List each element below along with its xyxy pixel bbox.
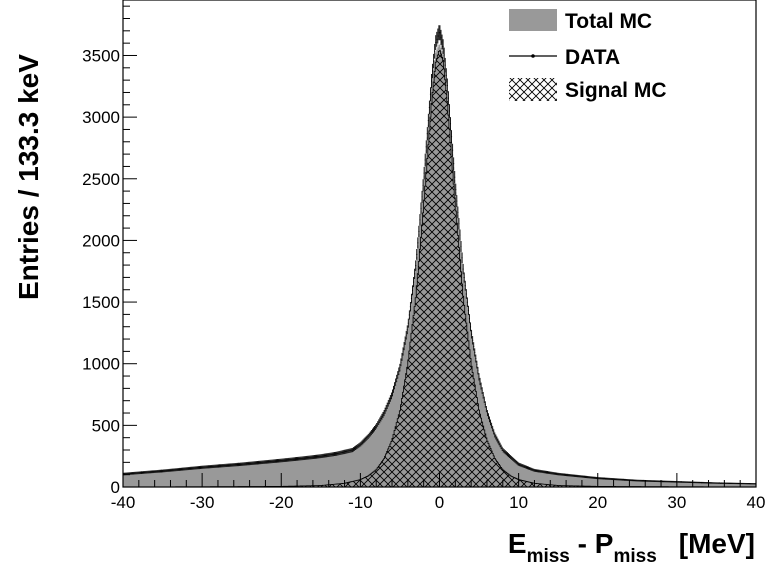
legend-swatch-total-mc	[509, 9, 557, 31]
y-tick-label: 2000	[82, 231, 120, 250]
x-axis-title-dash: -	[570, 528, 595, 559]
x-tick-label: -40	[111, 493, 136, 512]
y-tick-label: 1000	[82, 355, 120, 374]
legend-swatch-signal-mc	[509, 78, 557, 101]
legend-label-data: DATA	[565, 46, 620, 69]
legend-swatch-data-marker	[531, 54, 535, 58]
x-axis-title-unit: [MeV]	[679, 528, 755, 559]
signal-mc-histogram	[123, 50, 756, 487]
x-axis-title: Emiss - Pmiss [MeV]	[508, 528, 755, 567]
x-axis: -40 -30 -20 -10 0 10 20 30 40	[111, 473, 766, 512]
x-tick-label: 0	[435, 493, 444, 512]
x-tick-label: 10	[509, 493, 528, 512]
x-tick-label: 30	[667, 493, 686, 512]
x-tick-label: 20	[588, 493, 607, 512]
x-axis-title-e-sub: miss	[527, 546, 570, 567]
legend-label-total-mc: Total MC	[565, 10, 652, 33]
x-tick-label: -20	[269, 493, 294, 512]
y-tick-label: 0	[111, 478, 120, 497]
y-tick-label: 3500	[82, 46, 120, 65]
x-tick-label: -10	[348, 493, 373, 512]
x-axis-title-p: P	[595, 528, 614, 559]
x-tick-label: 40	[747, 493, 766, 512]
y-tick-label: 3000	[82, 108, 120, 127]
legend: Total MC DATA Signal MC	[509, 9, 667, 102]
x-axis-title-e: E	[508, 528, 527, 559]
y-axis: 0 500 1000 1500 2000 2500 3000 3500	[82, 5, 137, 497]
y-axis-title: Entries / 133.3 keV	[13, 54, 44, 300]
x-axis-title-p-sub: miss	[613, 546, 656, 567]
y-tick-label: 2500	[82, 170, 120, 189]
y-tick-label: 500	[92, 416, 120, 435]
data-points-layer	[123, 25, 756, 485]
legend-label-signal-mc: Signal MC	[565, 79, 667, 102]
signal-mc-layer	[123, 50, 756, 487]
y-tick-label: 1500	[82, 293, 120, 312]
x-tick-label: -30	[190, 493, 215, 512]
